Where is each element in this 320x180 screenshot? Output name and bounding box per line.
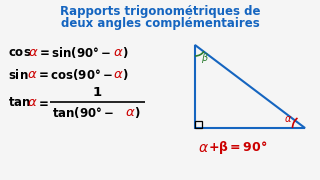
Text: $\mathbf{)}$: $\mathbf{)}$ xyxy=(134,105,140,120)
Text: $\mathbf{)}$: $\mathbf{)}$ xyxy=(122,68,128,82)
Text: $\alpha$: $\alpha$ xyxy=(284,114,292,124)
Text: $\mathbf{= cos(90° -}$: $\mathbf{= cos(90° -}$ xyxy=(36,68,113,82)
Text: $\mathbf{= sin(90° -}$: $\mathbf{= sin(90° -}$ xyxy=(37,44,111,60)
Text: $\mathbf{+ \beta = 90°}$: $\mathbf{+ \beta = 90°}$ xyxy=(208,140,268,156)
Text: $\mathbf{)}$: $\mathbf{)}$ xyxy=(122,44,128,60)
Text: $\alpha$: $\alpha$ xyxy=(27,69,37,82)
Text: Rapports trigonométriques de: Rapports trigonométriques de xyxy=(60,6,260,19)
Text: $\alpha$: $\alpha$ xyxy=(198,141,209,155)
Text: $\mathbf{cos}$: $\mathbf{cos}$ xyxy=(8,46,31,58)
Text: $\alpha$: $\alpha$ xyxy=(125,105,136,118)
Text: $\mathbf{1}$: $\mathbf{1}$ xyxy=(92,87,103,100)
Text: $\alpha$: $\alpha$ xyxy=(27,96,37,109)
Text: $\alpha$: $\alpha$ xyxy=(113,46,124,58)
Text: $\mathbf{tan(90° -}$: $\mathbf{tan(90° -}$ xyxy=(52,105,115,120)
Text: $\mathbf{sin}$: $\mathbf{sin}$ xyxy=(8,68,28,82)
Text: $\beta$: $\beta$ xyxy=(201,51,209,65)
Text: $\alpha$: $\alpha$ xyxy=(28,46,38,58)
Text: deux angles complémentaires: deux angles complémentaires xyxy=(60,17,260,30)
Text: $\mathbf{=}$: $\mathbf{=}$ xyxy=(36,96,49,109)
Text: $\mathbf{tan}$: $\mathbf{tan}$ xyxy=(8,96,31,109)
Text: $\alpha$: $\alpha$ xyxy=(113,69,124,82)
